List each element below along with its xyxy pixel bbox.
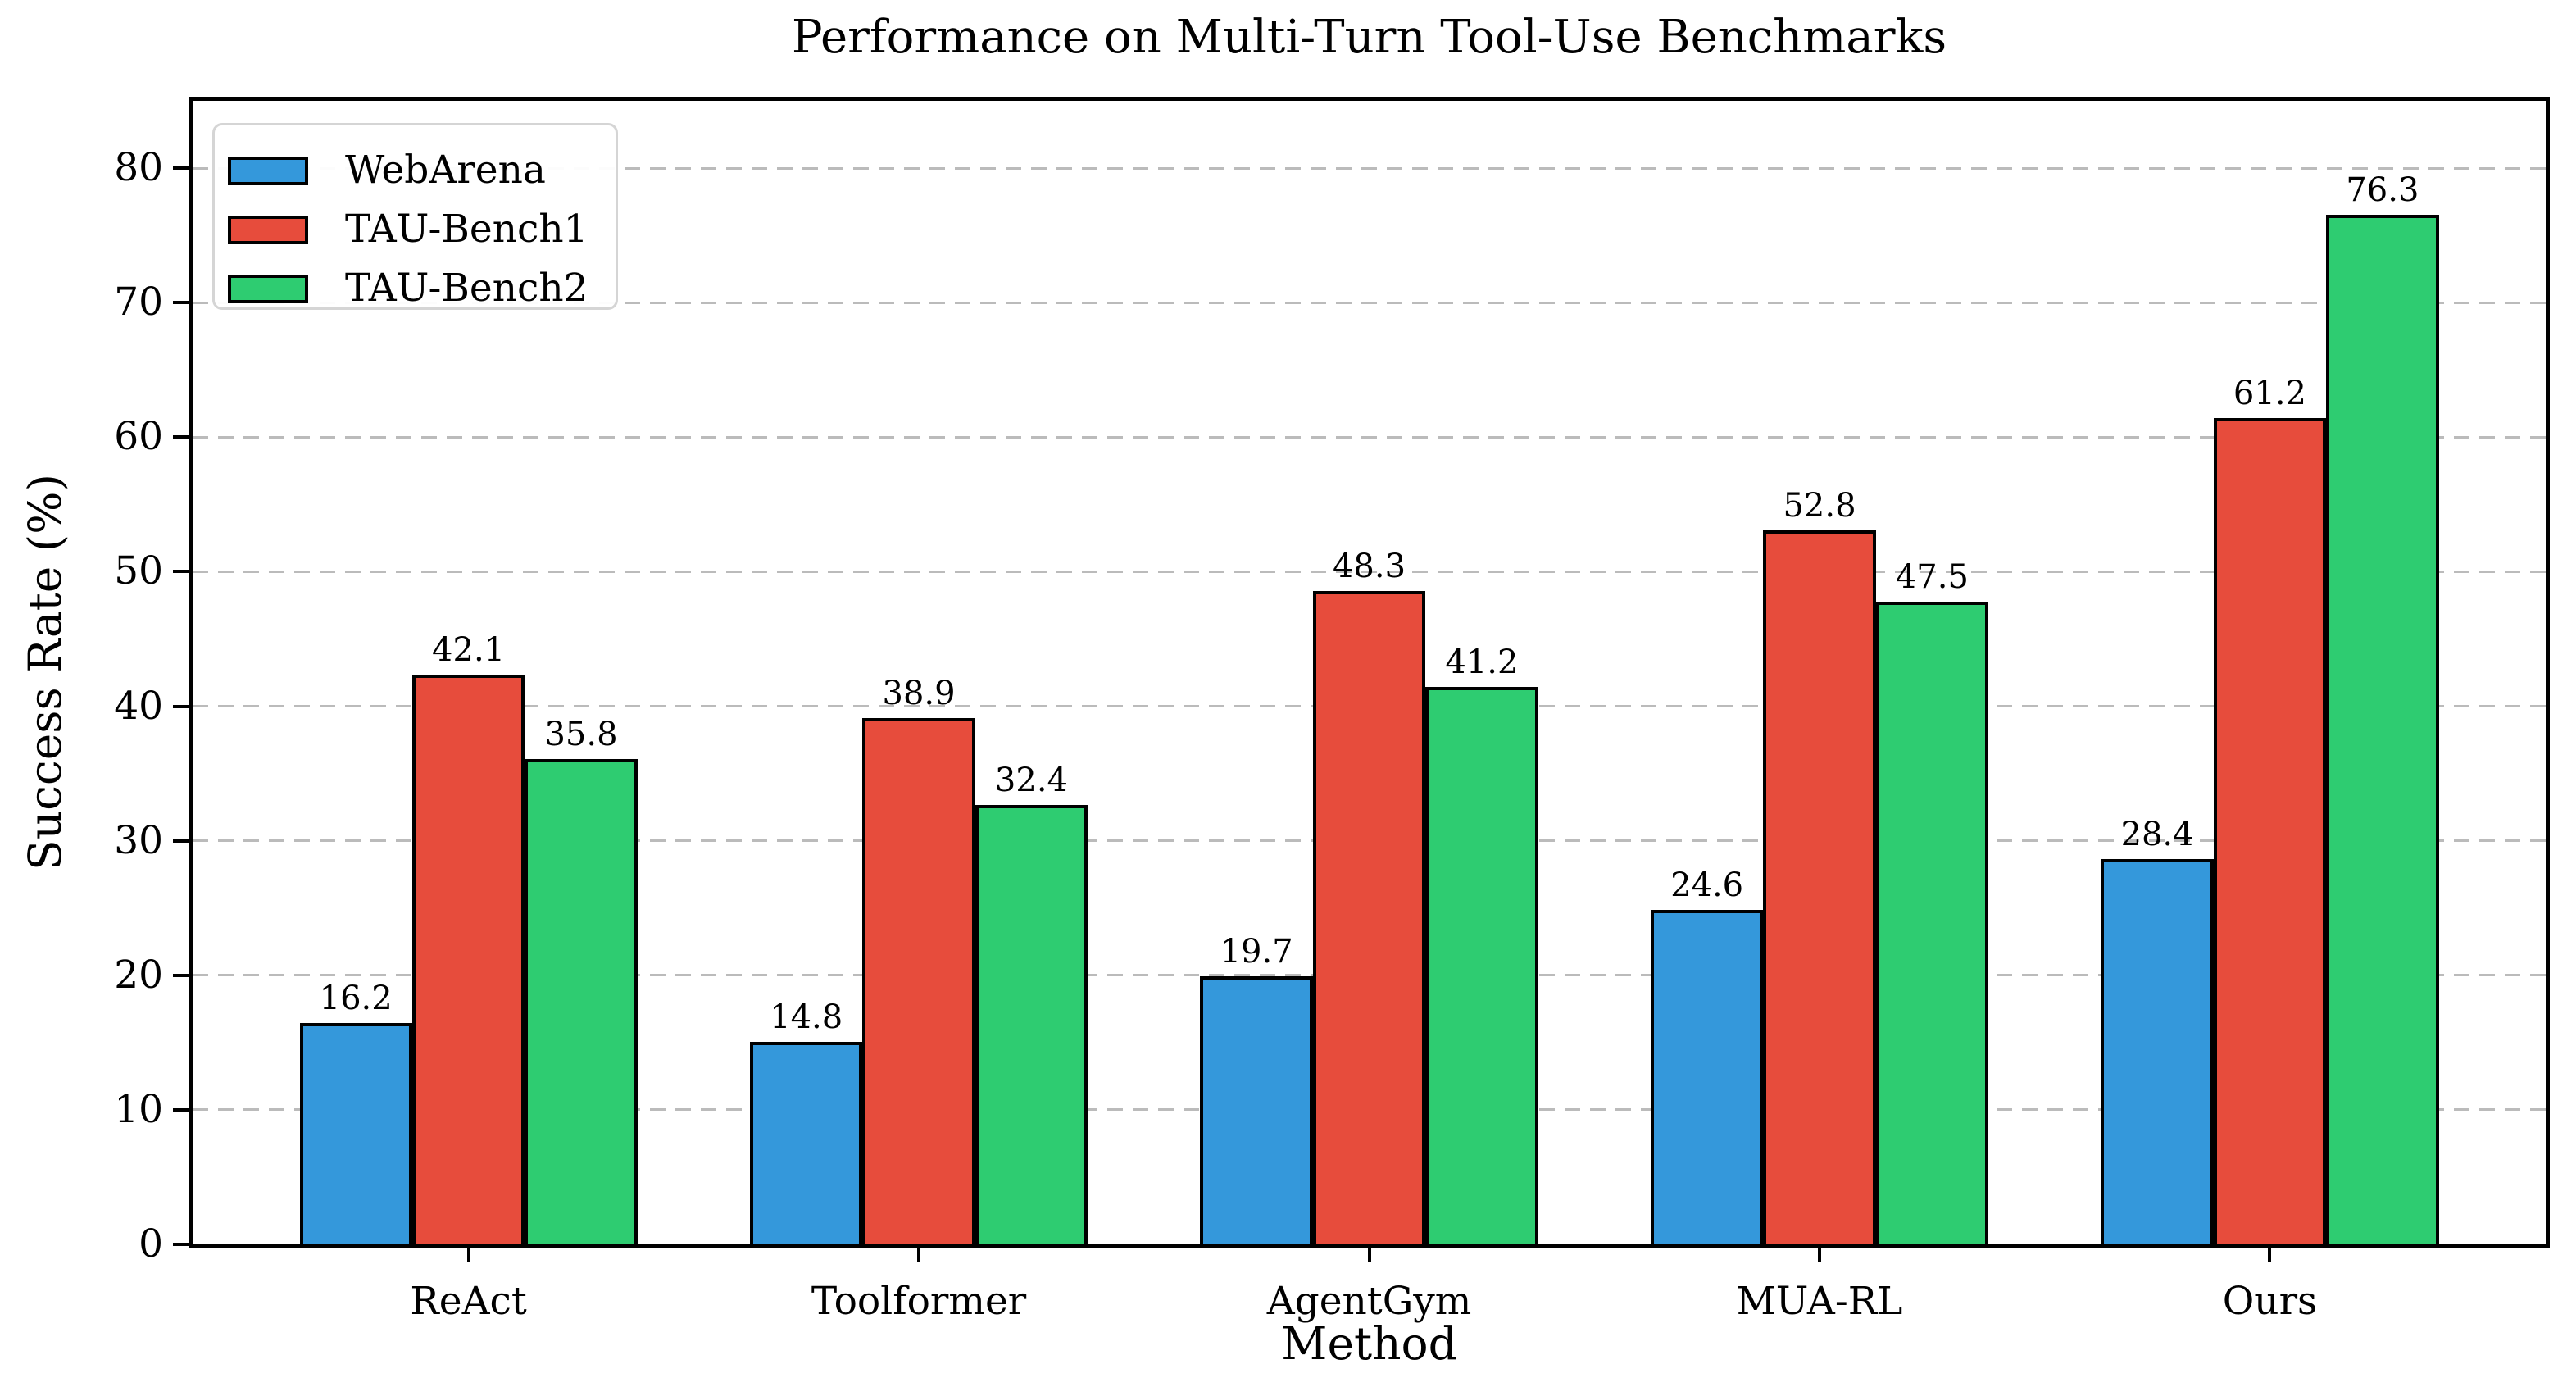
x-tick-label-Ours: Ours: [2222, 1279, 2318, 1324]
legend-label: TAU-Bench1: [345, 207, 588, 252]
bar-value-label: 76.3: [2346, 171, 2419, 209]
bar-value-label: 48.3: [1332, 548, 1406, 586]
y-tick-mark: [173, 301, 189, 305]
bar-TAU-Bench2-MUA-RL: [1875, 602, 1989, 1248]
y-tick-mark: [173, 1243, 189, 1246]
legend-swatch-icon: [228, 215, 308, 244]
legend-item-WebArena: WebArena: [215, 141, 616, 200]
bar-WebArena-MUA-RL: [1650, 910, 1764, 1248]
y-tick-label: 60: [114, 414, 163, 460]
gridline-y60: [193, 435, 2546, 439]
y-tick-label: 20: [114, 952, 163, 998]
legend-item-TAU-Bench1: TAU-Bench1: [215, 200, 616, 259]
x-tick-mark: [2268, 1248, 2272, 1262]
bar-TAU-Bench2-Ours: [2326, 214, 2439, 1248]
y-tick-label: 40: [114, 683, 163, 729]
bar-value-label: 61.2: [2233, 374, 2306, 412]
x-tick-label-AgentGym: AgentGym: [1266, 1279, 1472, 1324]
gridline-y80: [193, 166, 2546, 170]
legend-item-TAU-Bench2: TAU-Bench2: [215, 259, 616, 318]
y-tick-label: 50: [114, 548, 163, 594]
x-tick-mark: [1367, 1248, 1371, 1262]
bar-value-label: 24.6: [1670, 866, 1744, 905]
y-tick-mark: [173, 1107, 189, 1112]
x-tick-label-MUA-RL: MUA-RL: [1736, 1279, 1903, 1324]
bar-TAU-Bench1-Ours: [2213, 417, 2327, 1248]
y-tick-label: 0: [139, 1221, 163, 1266]
chart-title: Performance on Multi-Turn Tool-Use Bench…: [791, 11, 1947, 64]
bar-value-label: 38.9: [882, 674, 956, 712]
gridline-y70: [193, 301, 2546, 304]
bar-value-label: 16.2: [319, 980, 393, 1018]
legend-label: WebArena: [345, 148, 546, 193]
y-tick-label: 10: [114, 1086, 163, 1132]
bar-WebArena-AgentGym: [1200, 975, 1313, 1248]
bar-TAU-Bench1-Toolformer: [862, 717, 975, 1248]
y-tick-mark: [173, 570, 189, 574]
bar-value-label: 41.2: [1445, 643, 1519, 681]
y-tick-label: 80: [114, 145, 163, 191]
bar-WebArena-Toolformer: [749, 1042, 863, 1248]
bar-TAU-Bench2-Toolformer: [975, 805, 1088, 1248]
y-tick-mark: [173, 166, 189, 171]
bar-TAU-Bench1-ReAct: [411, 675, 525, 1248]
bar-WebArena-ReAct: [299, 1023, 412, 1248]
x-tick-label-Toolformer: Toolformer: [811, 1279, 1027, 1324]
y-tick-mark: [173, 435, 189, 439]
legend-swatch-icon: [228, 274, 308, 303]
y-tick-mark: [173, 839, 189, 843]
bar-value-label: 52.8: [1783, 487, 1856, 525]
bar-value-label: 14.8: [770, 998, 843, 1037]
gridline-y50: [193, 570, 2546, 573]
legend-label: TAU-Bench2: [345, 266, 588, 311]
bar-value-label: 42.1: [432, 631, 506, 670]
legend: WebArena TAU-Bench1 TAU-Bench2: [212, 123, 618, 311]
y-tick-label: 30: [114, 817, 163, 863]
x-tick-mark: [917, 1248, 921, 1262]
x-tick-mark: [1818, 1248, 1821, 1262]
x-tick-label-ReAct: ReAct: [410, 1279, 527, 1324]
x-axis-label: Method: [1281, 1317, 1457, 1370]
legend-swatch-icon: [228, 156, 308, 185]
y-tick-label: 70: [114, 280, 163, 325]
bar-value-label: 19.7: [1220, 932, 1293, 971]
x-tick-mark: [466, 1248, 470, 1262]
y-tick-mark: [173, 704, 189, 708]
bar-WebArena-Ours: [2101, 858, 2214, 1248]
y-tick-mark: [173, 973, 189, 977]
bar-value-label: 47.5: [1895, 558, 1969, 597]
bar-value-label: 35.8: [544, 716, 618, 754]
bar-TAU-Bench1-AgentGym: [1312, 591, 1426, 1248]
bar-TAU-Bench2-ReAct: [525, 759, 638, 1248]
bar-value-label: 28.4: [2120, 815, 2194, 853]
bar-value-label: 32.4: [994, 762, 1068, 800]
bar-TAU-Bench1-MUA-RL: [1763, 530, 1876, 1248]
bar-TAU-Bench2-AgentGym: [1425, 686, 1538, 1248]
